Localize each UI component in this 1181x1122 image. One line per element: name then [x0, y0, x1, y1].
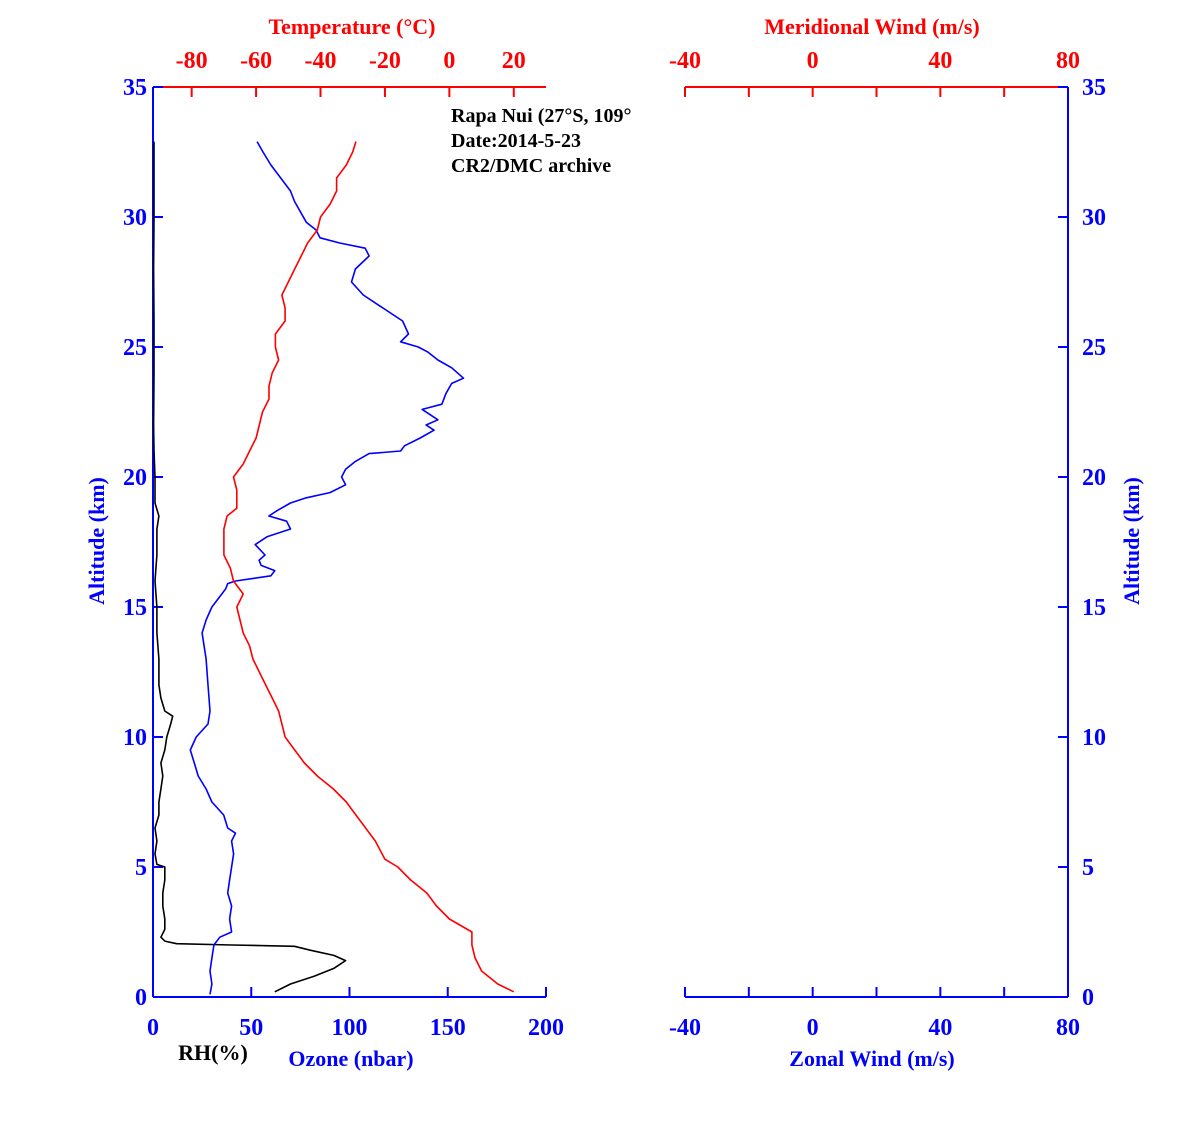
- temperature-tick-label: -80: [176, 48, 208, 74]
- temperature-tick-label: 20: [502, 48, 526, 74]
- annotation-station: Rapa Nui (27°S, 109°: [451, 105, 631, 127]
- zonal-tick-label: 0: [807, 1015, 819, 1041]
- meridional-tick-label: 40: [928, 48, 952, 74]
- right-y-tick-label: 35: [1082, 75, 1106, 101]
- bottom-tick-label: 50: [239, 1015, 263, 1041]
- right-y-tick-label: 20: [1082, 465, 1106, 491]
- temperature-tick-label: 0: [443, 48, 455, 74]
- right-altitude-label: Altitude (km): [1119, 477, 1144, 605]
- right-y-tick-label: 25: [1082, 335, 1106, 361]
- series-line-ozone: [189, 141, 465, 995]
- left-altitude-label: Altitude (km): [84, 477, 109, 605]
- left-y-tick-label: 25: [123, 335, 147, 361]
- series-line-temperature: [223, 141, 515, 993]
- bottom-tick-label: 200: [528, 1015, 564, 1041]
- right-y-tick-label: 0: [1082, 985, 1094, 1011]
- zonal-tick-label: -40: [669, 1015, 701, 1041]
- left-y-tick-label: 15: [123, 595, 147, 621]
- left-y-tick-label: 10: [123, 725, 147, 751]
- meridional-tick-label: 80: [1056, 48, 1080, 74]
- series-line-rh: [152, 141, 347, 993]
- left-y-tick-label: 0: [135, 985, 147, 1011]
- meridional-axis-label: Meridional Wind (m/s): [764, 14, 980, 39]
- meridional-tick-label: 0: [807, 48, 819, 74]
- left-y-tick-label: 30: [123, 205, 147, 231]
- temperature-tick-label: -40: [305, 48, 337, 74]
- right-y-tick-label: 30: [1082, 205, 1106, 231]
- annotation-date: Date:2014-5-23: [451, 130, 581, 152]
- bottom-tick-label: 100: [332, 1015, 368, 1041]
- right-y-tick-label: 15: [1082, 595, 1106, 621]
- left-y-tick-label: 35: [123, 75, 147, 101]
- right-y-tick-label: 10: [1082, 725, 1106, 751]
- zonal-tick-label: 40: [928, 1015, 952, 1041]
- zonal-tick-label: 80: [1056, 1015, 1080, 1041]
- bottom-tick-label: 0: [147, 1015, 159, 1041]
- left-y-tick-label: 5: [135, 855, 147, 881]
- right-panel: -40 0 40 80 Meridional Wind (m/s) -40 0 40 80 Zon…: [669, 14, 1144, 1071]
- meridional-tick-label: -40: [669, 48, 701, 74]
- zonal-axis-label: Zonal Wind (m/s): [789, 1046, 954, 1071]
- ozone-axis-label: Ozone (nbar): [288, 1046, 413, 1071]
- bottom-tick-label: 150: [430, 1015, 466, 1041]
- station-annotation: Rapa Nui (27°S, 109° Date:2014-5-23 CR2/…: [451, 105, 631, 177]
- temperature-axis-label: Temperature (°C): [268, 14, 435, 39]
- temperature-tick-label: -20: [369, 48, 401, 74]
- annotation-archive: CR2/DMC archive: [451, 155, 611, 177]
- temperature-tick-label: -60: [240, 48, 272, 74]
- right-y-tick-label: 5: [1082, 855, 1094, 881]
- left-y-tick-label: 20: [123, 465, 147, 491]
- rh-axis-label: RH(%): [178, 1040, 248, 1065]
